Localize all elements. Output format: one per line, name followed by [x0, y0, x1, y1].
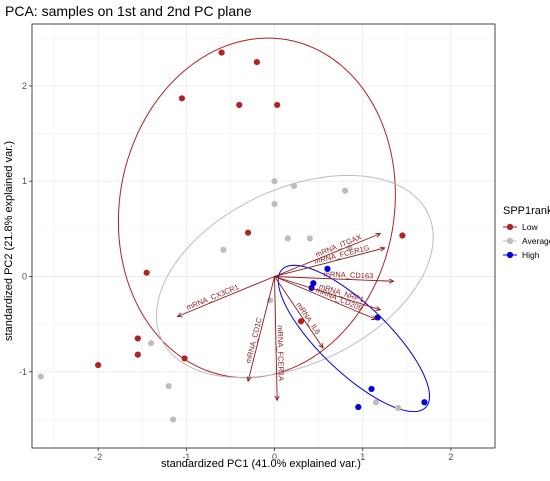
- point-average: [220, 246, 227, 253]
- ellipse-average: [155, 174, 434, 379]
- point-low: [134, 335, 141, 342]
- loading-arrow: [274, 276, 377, 320]
- point-average: [341, 187, 349, 194]
- loading-label: mRNA_CD163: [324, 269, 374, 280]
- loading-arrowhead: [370, 315, 377, 321]
- loading-arrow: [274, 276, 278, 401]
- point-average: [290, 182, 298, 190]
- point-high: [324, 265, 331, 272]
- point-average: [165, 382, 172, 390]
- point-high: [421, 399, 428, 406]
- loading-arrow: [274, 233, 381, 277]
- x-tick-label: 0: [272, 452, 277, 462]
- point-low: [274, 101, 281, 109]
- point-low: [399, 232, 406, 239]
- ellipse-high: [277, 264, 431, 413]
- loading-label: mRNA_FCER1A: [276, 325, 286, 381]
- loading-arrow: [274, 276, 324, 349]
- legend-key-average: [506, 237, 514, 245]
- legend-key-high: [506, 251, 514, 259]
- point-low: [181, 355, 188, 362]
- point-average: [170, 416, 177, 423]
- point-average: [271, 178, 278, 185]
- loading-arrowhead: [375, 232, 382, 238]
- loading-arrowhead: [388, 278, 395, 284]
- legend-label-high: High: [522, 250, 540, 260]
- legend-key-low: [506, 223, 514, 231]
- x-tick-label: -2: [94, 452, 102, 462]
- panel-background: [32, 24, 495, 448]
- point-average: [306, 235, 313, 242]
- loading-arrow: [274, 276, 381, 311]
- y-tick-label: 1: [22, 176, 27, 186]
- point-high: [310, 280, 317, 287]
- point-low: [297, 318, 305, 325]
- point-low: [134, 351, 141, 358]
- point-average: [394, 404, 402, 412]
- loading-arrowhead: [379, 246, 386, 252]
- loading-arrow: [274, 276, 394, 282]
- point-low: [253, 59, 260, 66]
- legend: Low Average High: [503, 222, 550, 260]
- x-axis-label: standardized PC1 (41.0% explained var.): [161, 458, 361, 470]
- chart-title: PCA: samples on 1st and 2nd PC plane: [5, 3, 252, 19]
- loading-arrow: [177, 276, 275, 317]
- loading-arrow: [247, 276, 275, 382]
- legend-title: SPP1rank: [503, 205, 550, 217]
- loading-arrowhead: [246, 376, 252, 383]
- point-average: [37, 373, 44, 380]
- x-tick-label: 2: [448, 452, 453, 462]
- point-low: [236, 101, 243, 109]
- loading-arrowhead: [318, 342, 324, 349]
- loading-arrowhead: [274, 395, 280, 402]
- panel-border: [31, 23, 496, 449]
- point-average: [372, 399, 380, 406]
- x-tick-label: 1: [360, 452, 365, 462]
- loading-arrowhead: [176, 312, 183, 318]
- y-tick-label: 2: [22, 81, 27, 91]
- point-average: [147, 340, 155, 347]
- loading-arrowhead: [375, 306, 382, 312]
- point-high: [368, 385, 375, 393]
- point-low: [244, 229, 252, 236]
- legend-label-average: Average: [522, 236, 550, 246]
- y-tick-label: -1: [19, 367, 27, 377]
- point-high: [355, 403, 362, 411]
- ellipse-low: [117, 37, 396, 379]
- loading-arrow: [274, 247, 385, 277]
- point-low: [143, 269, 150, 276]
- point-low: [178, 95, 186, 102]
- point-low: [95, 362, 102, 369]
- plot-area: -2 -1 0 1 2-1012mRNA_ITGAXmRNA_FCER1GmRNA_CD…: [19, 23, 496, 462]
- legend-label-low: Low: [522, 222, 538, 232]
- y-axis-label: standardized PC2 (21.8% explained var.): [3, 141, 15, 341]
- y-tick-label: 0: [22, 271, 27, 281]
- point-average: [284, 235, 291, 242]
- point-average: [271, 200, 278, 208]
- x-tick-label: -1: [182, 452, 190, 462]
- point-low: [218, 49, 225, 56]
